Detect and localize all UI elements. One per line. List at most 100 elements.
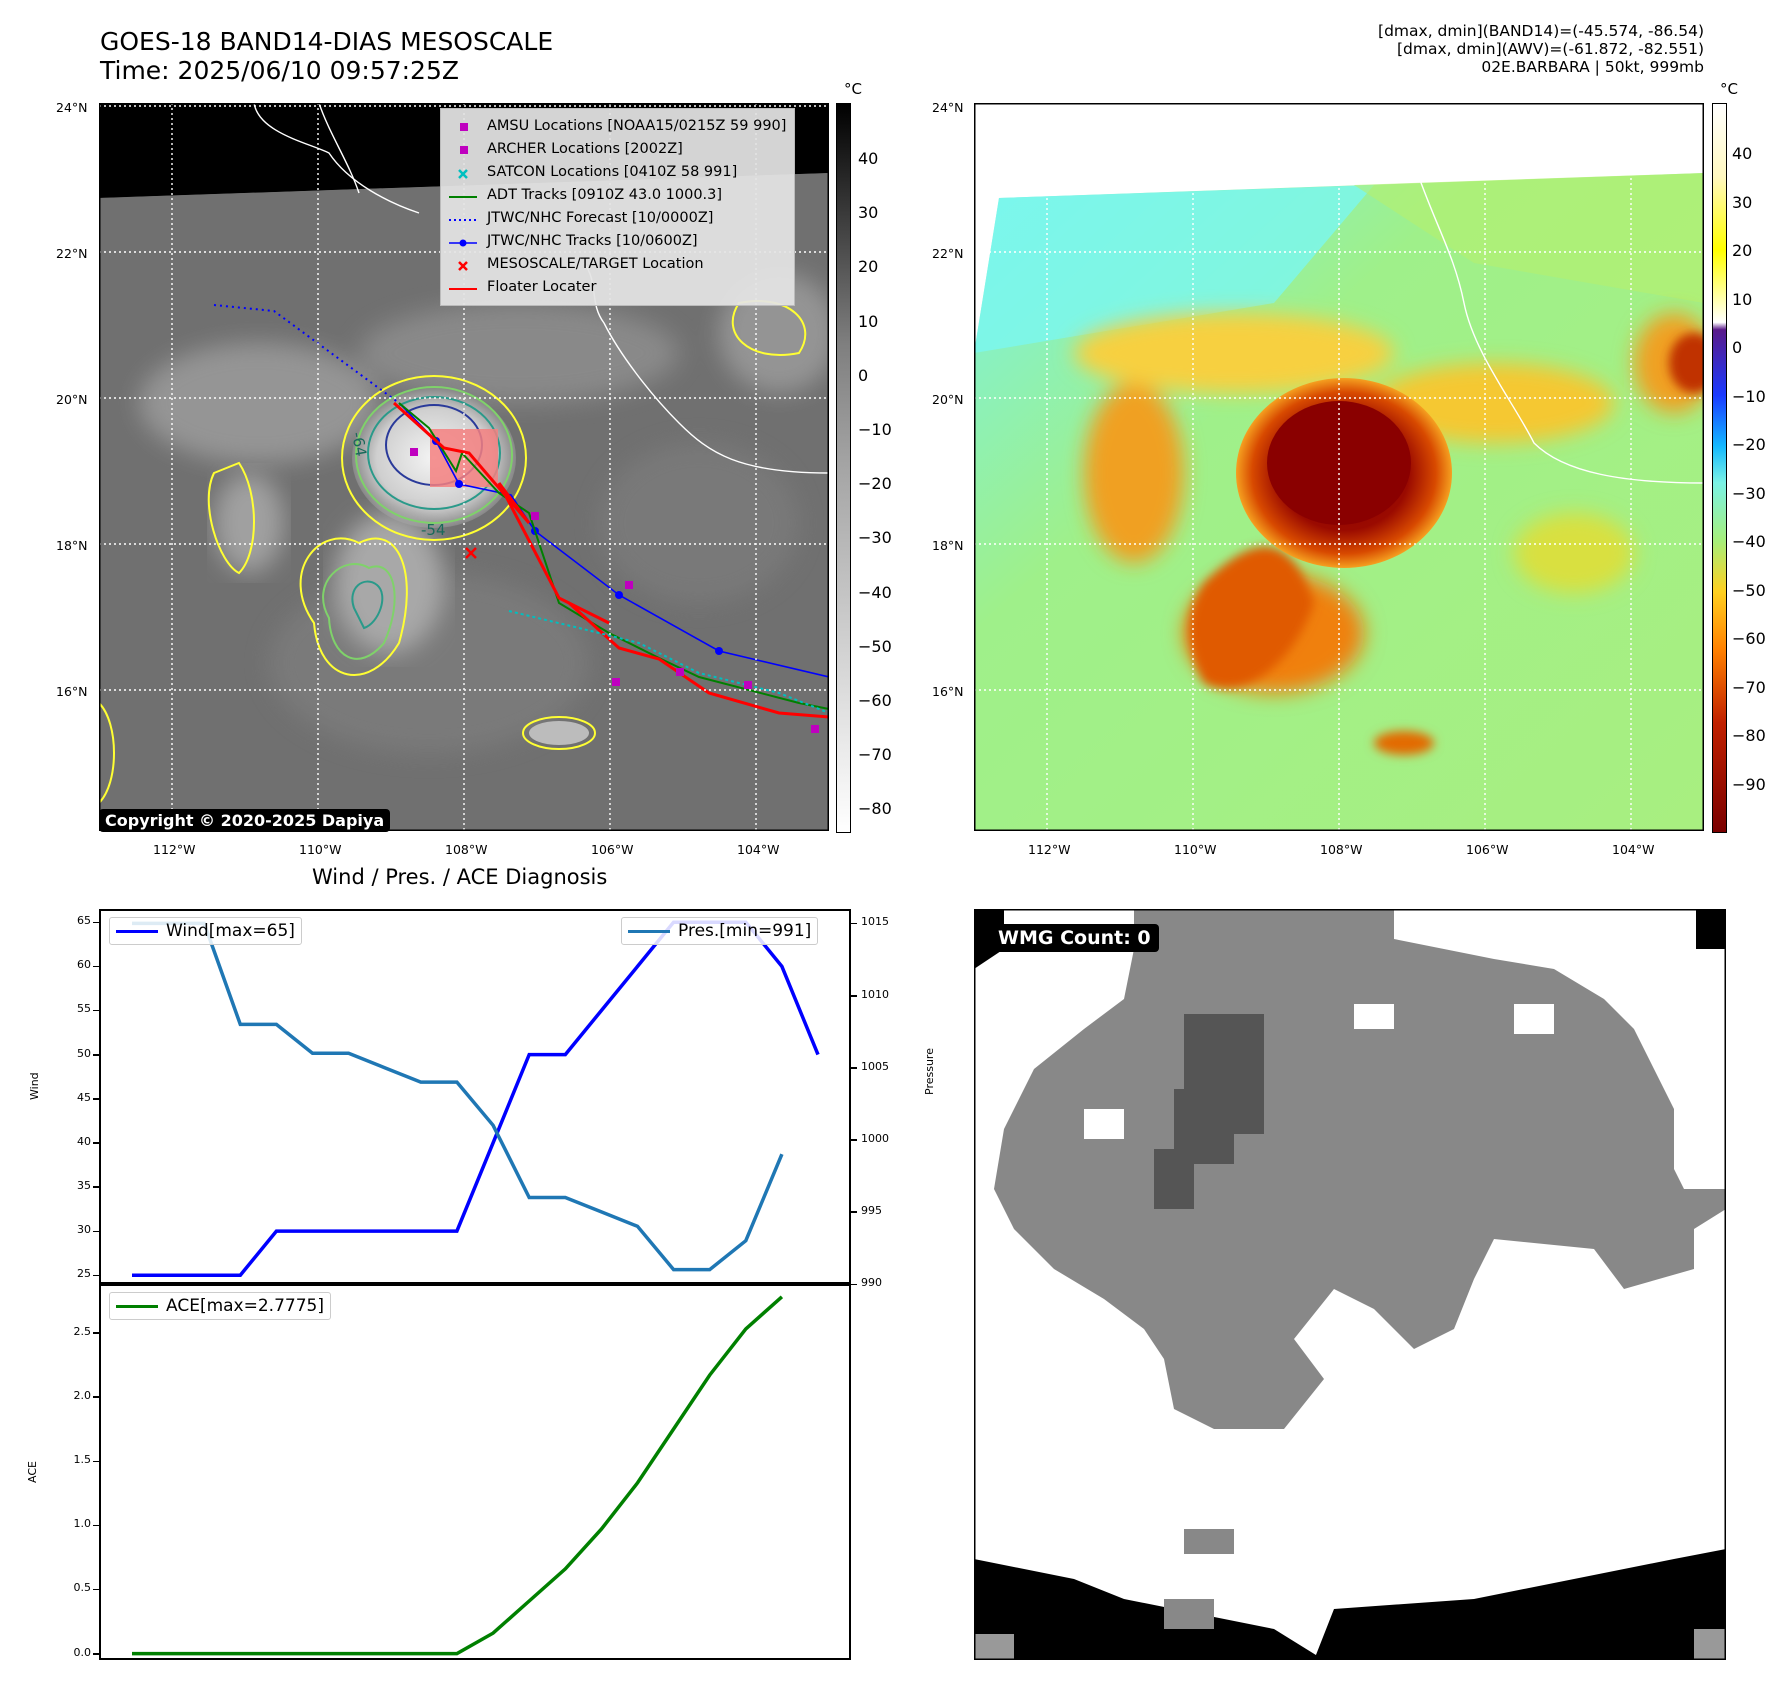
y-tick-label: 1.0	[73, 1517, 92, 1531]
legend-item-tracks: JTWC/NHC Tracks [10/0600Z]	[449, 230, 786, 253]
wind-axis-label: Wind	[28, 1072, 41, 1100]
diagnosis-title: Wind / Pres. / ACE Diagnosis	[312, 865, 608, 889]
ir-colorbar-tick-label: −60	[858, 691, 892, 710]
ir-lat-label-22: 22°N	[56, 246, 88, 261]
wind-pressure-chart: 25 30 35 40 45 50 55 60 65 990 995 1000 1005 1010 1015	[77, 909, 889, 1289]
pressure-legend-label: Pres.[min=991]	[678, 921, 812, 941]
y-right-tick-label: 1010	[861, 987, 889, 1001]
legend-label: MESOSCALE/TARGET Location	[487, 256, 704, 272]
ir-colorbar	[836, 103, 851, 833]
enhanced-colorbar-unit: °C	[1720, 80, 1738, 98]
ir-colorbar-tick-label: −80	[858, 799, 892, 819]
y-tick-label: 2.0	[73, 1388, 92, 1402]
square-marker-icon	[449, 143, 477, 157]
y-right-tick-label: 990	[861, 1276, 882, 1289]
ir-colorbar-tick-label: 10	[858, 311, 879, 331]
copyright-badge: Copyright © 2020-2025 Dapiya	[99, 809, 391, 832]
wmg-panel	[973, 908, 1727, 1661]
enh-lon-label-104: 104°W	[1612, 842, 1655, 857]
ir-colorbar-tick-label: −50	[858, 636, 892, 656]
ace-legend: ACE[max=2.7775]	[109, 1292, 331, 1320]
ir-colorbar-unit: °C	[844, 80, 862, 98]
y-tick-mark	[93, 1186, 99, 1188]
y-tick-label: 30	[77, 1223, 91, 1237]
enh-lat-label-16: 16°N	[932, 684, 964, 699]
legend-label: ARCHER Locations [2002Z]	[487, 141, 683, 157]
y-tick-mark	[93, 1009, 99, 1012]
y-tick-mark	[93, 1332, 99, 1334]
legend-item-satcon: SATCON Locations [0410Z 58 991]	[449, 161, 786, 184]
ace-chart: 0.0 0.5 1.0 1.5 2.0 2.5	[74, 1284, 851, 1660]
y-right-tick-mark	[851, 995, 857, 997]
enhanced-colorbar-tick-label: −90	[1732, 774, 1766, 794]
ir-lat-label-24: 24°N	[56, 100, 88, 115]
legend-label: JTWC/NHC Forecast [10/0000Z]	[487, 210, 714, 226]
y-right-tick-mark	[851, 1139, 857, 1141]
ir-lon-label-112: 112°W	[153, 842, 196, 857]
y-tick-label: 35	[77, 1178, 91, 1192]
y-tick-mark	[93, 921, 99, 924]
track-legend: AMSU Locations [NOAA15/0215Z 59 990] ARC…	[440, 108, 796, 306]
wind-legend-swatch	[116, 929, 158, 933]
ace-axis-label: ACE	[26, 1461, 39, 1483]
figure-title-line-1: GOES-18 BAND14-DIAS MESOSCALE	[100, 27, 554, 56]
legend-label: JTWC/NHC Tracks [10/0600Z]	[487, 233, 698, 249]
enhanced-colorbar-tick-label: −10	[1732, 386, 1766, 406]
enhanced-colorbar-tick-label: −60	[1732, 629, 1766, 648]
line-marker-icon	[449, 189, 477, 203]
legend-item-archer: ARCHER Locations [2002Z]	[449, 138, 786, 161]
y-right-tick-label: 995	[861, 1203, 882, 1217]
enhanced-colorbar-tick-label: 30	[1732, 192, 1753, 212]
enh-lon-label-110: 110°W	[1174, 842, 1217, 857]
enh-lat-label-24: 24°N	[932, 100, 964, 115]
legend-item-forecast: JTWC/NHC Forecast [10/0000Z]	[449, 207, 786, 230]
legend-label: AMSU Locations [NOAA15/0215Z 59 990]	[487, 118, 787, 134]
y-tick-label: 1.5	[73, 1453, 92, 1467]
pressure-legend: Pres.[min=991]	[621, 917, 819, 945]
pressure-axis-label: Pressure	[923, 1048, 936, 1095]
contour-label-54: -54	[421, 521, 446, 539]
ir-colorbar-tick-label: 40	[858, 149, 879, 168]
y-tick-label: 25	[77, 1267, 91, 1281]
legend-label: Floater Locater	[487, 279, 597, 295]
y-tick-label: 60	[77, 958, 91, 972]
y-right-tick-mark	[851, 1067, 857, 1069]
ace-legend-swatch	[116, 1304, 158, 1308]
y-tick-mark	[93, 1098, 99, 1100]
wind-legend: Wind[max=65]	[109, 917, 302, 945]
ir-colorbar-tick-label: −40	[858, 582, 892, 602]
enhanced-colorbar-tick-label: 40	[1732, 144, 1753, 163]
chart-frame	[99, 1284, 851, 1660]
line-marker-icon	[449, 281, 477, 295]
enh-lon-label-112: 112°W	[1028, 842, 1071, 857]
ir-colorbar-tick-label: 20	[858, 257, 879, 277]
legend-label: SATCON Locations [0410Z 58 991]	[487, 164, 738, 180]
x-marker-icon	[449, 258, 477, 272]
contour-label-64: -64	[348, 431, 370, 458]
line-dot-icon	[449, 235, 477, 249]
wmg-canvas	[973, 908, 1727, 1661]
ir-colorbar-tick-label: 30	[858, 203, 879, 223]
y-right-tick-mark	[851, 922, 857, 925]
x-marker-icon	[449, 166, 477, 180]
stats-line-3: 02E.BARBARA | 50kt, 999mb	[1481, 58, 1704, 76]
legend-label: ADT Tracks [0910Z 43.0 1000.3]	[487, 187, 723, 203]
y-tick-label: 65	[77, 914, 91, 928]
series-line-ace	[132, 1295, 784, 1656]
square-marker-icon	[449, 120, 477, 134]
ir-lon-label-110: 110°W	[299, 842, 342, 857]
wmg-count-badge: WMG Count: 0	[990, 924, 1159, 952]
enhanced-colorbar-tick-label: −40	[1732, 532, 1766, 551]
y-tick-mark	[93, 1524, 99, 1527]
enhanced-colorbar	[1712, 103, 1727, 833]
enh-lat-label-22: 22°N	[932, 246, 964, 261]
y-tick-mark	[93, 1274, 99, 1277]
enhanced-colorbar-tick-label: 0	[1732, 338, 1743, 357]
legend-item-amsu: AMSU Locations [NOAA15/0215Z 59 990]	[449, 115, 786, 138]
ir-lon-label-106: 106°W	[591, 842, 634, 857]
enhanced-ir-map	[973, 102, 1719, 832]
enhanced-map-canvas	[973, 102, 1719, 832]
y-right-tick-mark	[851, 1283, 857, 1285]
y-tick-mark	[93, 1230, 99, 1233]
ir-colorbar-tick-label: −20	[858, 474, 892, 494]
